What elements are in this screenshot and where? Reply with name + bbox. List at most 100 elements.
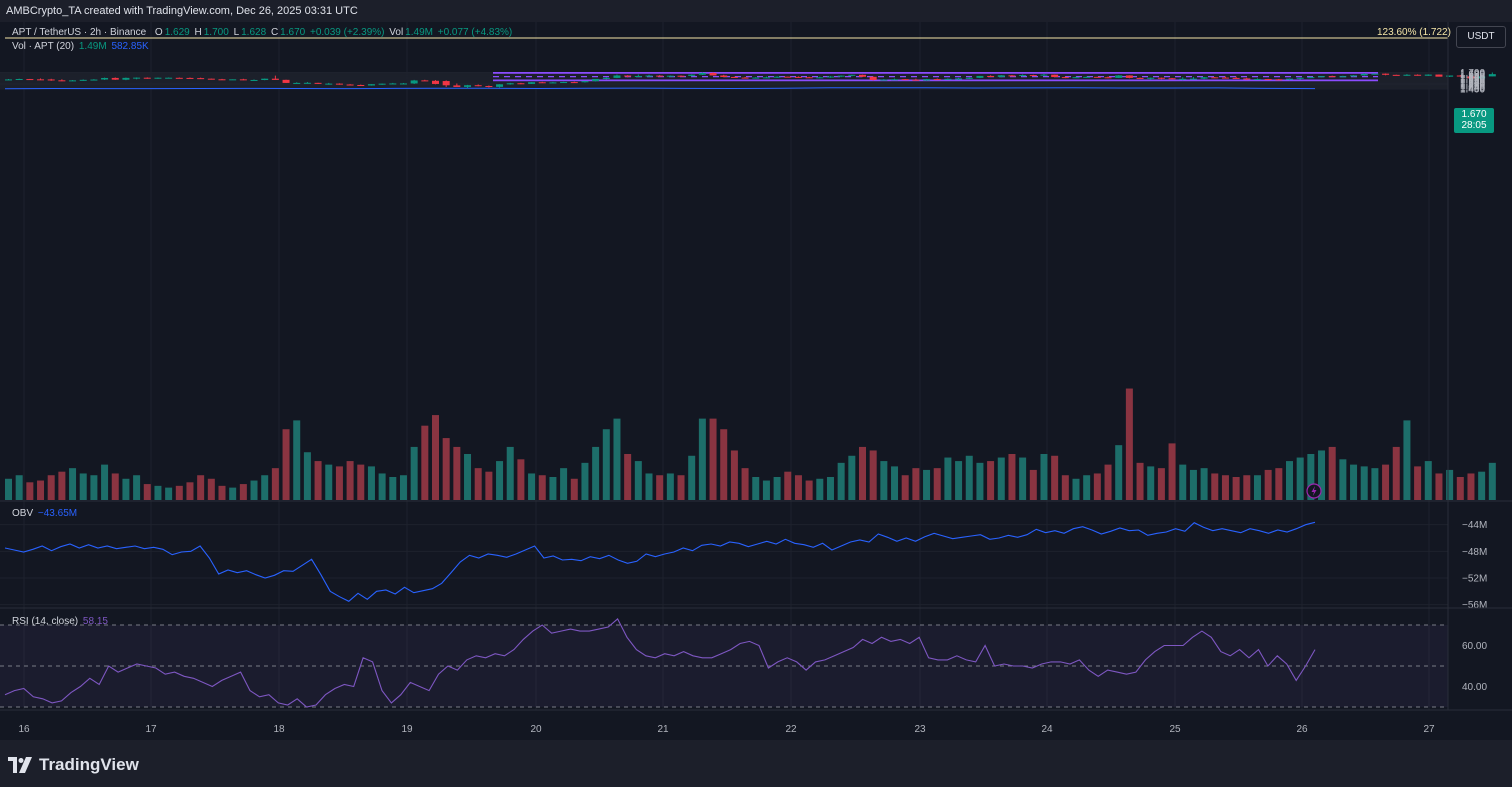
alert-icon[interactable]	[1306, 483, 1322, 499]
candle-body	[730, 76, 738, 78]
candle-body	[570, 82, 578, 84]
volume-bar	[645, 473, 653, 500]
candle-body	[602, 77, 610, 79]
volume-bar	[271, 468, 279, 500]
candle-body	[1414, 74, 1422, 76]
candle-body	[1371, 73, 1379, 75]
candle-body	[1243, 78, 1251, 80]
tradingview-brand[interactable]: TradingView	[8, 755, 139, 775]
volume-bar	[79, 473, 87, 500]
volume-bar	[175, 485, 183, 500]
candle-body	[762, 77, 770, 79]
candle-body	[1221, 77, 1229, 79]
grid	[0, 22, 1448, 710]
volume-bar	[624, 454, 632, 500]
volume-bar	[421, 425, 429, 500]
volume-bar	[869, 450, 877, 500]
currency-button[interactable]: USDT	[1456, 26, 1506, 48]
volume-bar	[1478, 471, 1486, 500]
candle-body	[1179, 78, 1187, 80]
volume-bar	[741, 468, 749, 500]
candle-body	[378, 83, 386, 85]
volume-bar	[656, 475, 664, 500]
volume-bar	[965, 455, 973, 500]
price-tick-label: 1.560	[1460, 76, 1485, 87]
time-tick-label: 26	[1296, 724, 1308, 735]
volume-bar	[987, 461, 995, 500]
volume-bar	[389, 477, 397, 500]
volume-bar	[1243, 475, 1251, 500]
low-label: L	[233, 27, 240, 38]
candle-body	[271, 78, 279, 80]
volume-bar	[399, 475, 407, 500]
volume-bar	[1435, 473, 1443, 500]
volume-bar	[58, 471, 66, 500]
candle-body	[869, 76, 877, 80]
candle-body	[698, 72, 706, 75]
volume-bar	[1019, 457, 1027, 500]
candle-body	[111, 77, 119, 80]
volume-bar	[293, 420, 301, 500]
candle-body	[880, 79, 888, 81]
candle-body	[752, 77, 760, 79]
volume-bar	[538, 475, 546, 500]
volume-bar	[1403, 420, 1411, 500]
volume-bar	[218, 485, 226, 500]
volume-bar	[239, 484, 247, 500]
candle-body	[624, 75, 632, 77]
volume-bar	[1286, 461, 1293, 500]
candle-body	[1093, 76, 1101, 78]
candle-body	[26, 79, 34, 81]
obv-tick-label: −48M	[1462, 547, 1487, 558]
candle-body	[15, 79, 23, 81]
candle-body	[965, 77, 973, 79]
candle-body	[592, 78, 600, 82]
volume-bar	[944, 457, 952, 500]
time-tick-label: 25	[1169, 724, 1181, 735]
price-tick-label: 1.400	[1460, 84, 1485, 95]
price-tick-label: 1.620	[1460, 72, 1485, 83]
volume-bar	[1211, 473, 1219, 500]
candle-body	[794, 76, 802, 78]
candle-body	[133, 77, 141, 79]
candle-body	[901, 79, 909, 81]
candle-body	[1382, 73, 1390, 75]
candle-body	[538, 82, 546, 84]
candle-body	[1328, 76, 1336, 78]
volume-bar	[165, 487, 173, 500]
time-tick-label: 22	[785, 724, 797, 735]
volume-bar	[303, 452, 311, 500]
candle-body	[1211, 77, 1219, 79]
candle-body	[1083, 76, 1091, 78]
candle-body	[69, 80, 77, 82]
candle-body	[1157, 77, 1165, 79]
volume-bar	[634, 461, 642, 500]
time-tick-label: 21	[657, 724, 669, 735]
chart-frame[interactable]: −44M −48M −52M −56M 60.00 40.00 1.400 1.420 1.…	[0, 22, 1512, 740]
candle-body	[453, 85, 461, 87]
price-tick-label: 1.500	[1460, 79, 1485, 90]
volume-bar	[730, 450, 738, 500]
rsi-value: 58.15	[82, 616, 108, 627]
volume-bar	[133, 475, 141, 500]
candle-body	[955, 78, 963, 80]
volume-bar	[688, 455, 696, 500]
candle-body	[1318, 76, 1326, 78]
bar-countdown: 28:05	[1461, 120, 1487, 131]
volume-bar	[464, 454, 472, 500]
volume-bar	[1157, 468, 1165, 500]
volume-bar	[15, 475, 23, 500]
volume-bar	[1424, 461, 1432, 500]
volume-bar	[367, 466, 375, 500]
candle-body	[421, 80, 429, 82]
volume-bar	[325, 464, 333, 500]
candle-body	[1019, 75, 1027, 77]
candle-body	[1104, 77, 1112, 79]
candle-body	[677, 75, 685, 77]
volume-bar	[901, 475, 909, 500]
low-value: 1.628	[241, 27, 267, 38]
volume-bar	[923, 469, 931, 500]
candle-body	[997, 75, 1005, 77]
volume-bar	[442, 438, 450, 500]
